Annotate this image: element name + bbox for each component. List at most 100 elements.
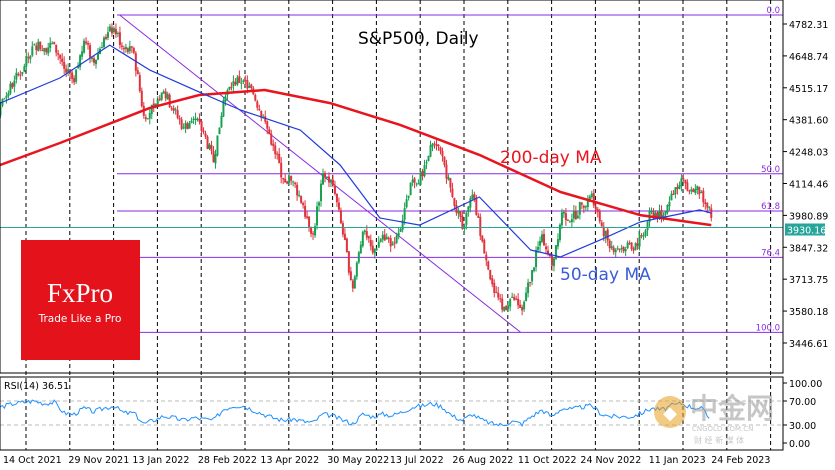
candle-body xyxy=(527,282,530,294)
candle-body xyxy=(230,86,233,88)
candle-body xyxy=(379,239,382,242)
candle-body xyxy=(511,296,514,298)
candle-body xyxy=(413,178,416,183)
fib-level-label: 61.8 xyxy=(761,202,780,212)
candle-body xyxy=(325,176,328,178)
candle-body xyxy=(240,82,243,84)
candle-body xyxy=(208,144,211,149)
candle-body xyxy=(61,58,64,62)
candle-body xyxy=(132,48,135,53)
candle-body xyxy=(236,77,239,85)
candle-body xyxy=(280,162,283,178)
candle-body xyxy=(435,144,438,146)
fxpro-logo: FxPro Trade Like a Pro xyxy=(21,240,140,360)
candle-body xyxy=(310,227,313,234)
candle-body xyxy=(232,81,235,87)
candle-body xyxy=(425,162,428,164)
candle-body xyxy=(427,155,430,162)
candle-body xyxy=(441,150,444,157)
candle-body xyxy=(495,291,498,293)
candle-body xyxy=(537,246,540,250)
candle-body xyxy=(509,299,512,307)
candle-body xyxy=(156,99,159,105)
candle-body xyxy=(300,196,303,203)
candle-body xyxy=(27,57,30,59)
candle-body xyxy=(535,250,538,268)
candle-body xyxy=(545,246,548,250)
price-tick-label: 3446.61 xyxy=(789,339,828,350)
candle-body xyxy=(606,229,609,241)
candle-body xyxy=(63,61,66,69)
candle-body xyxy=(397,232,400,236)
candle-body xyxy=(513,297,516,300)
candle-body xyxy=(403,208,406,220)
candle-body xyxy=(531,270,534,282)
candle-body xyxy=(55,44,58,53)
candle-body xyxy=(114,28,117,35)
candle-body xyxy=(552,258,555,267)
candle-body xyxy=(242,80,245,83)
candle-body xyxy=(59,54,62,59)
candle-body xyxy=(461,215,464,229)
candle-body xyxy=(272,143,275,146)
price-tick-label: 4782.31 xyxy=(789,20,828,31)
candle-body xyxy=(122,47,125,50)
candle-body xyxy=(144,117,147,120)
candle-body xyxy=(97,53,100,60)
candle-body xyxy=(447,177,450,180)
candle-body xyxy=(588,196,591,201)
candle-body xyxy=(331,179,334,185)
candle-body xyxy=(238,76,241,83)
candle-body xyxy=(91,57,94,60)
candle-body xyxy=(244,80,247,82)
candle-body xyxy=(19,74,22,76)
price-axis: 4782.31 4648.74 4515.17 4381.60 4248.03 4114.… xyxy=(0,20,828,350)
candle-body xyxy=(168,94,171,108)
candle-body xyxy=(17,74,20,76)
candle-body xyxy=(501,298,504,310)
candle-body xyxy=(345,238,348,253)
candle-body xyxy=(212,151,215,163)
candle-body xyxy=(471,194,474,199)
date-tick-label: 24 Feb 2023 xyxy=(711,455,770,466)
price-tick-label: 4114.46 xyxy=(789,179,828,190)
candle-body xyxy=(73,78,76,83)
candle-body xyxy=(75,69,78,82)
candle-body xyxy=(228,86,231,90)
candle-body xyxy=(33,44,36,46)
candle-body xyxy=(220,115,223,128)
candle-body xyxy=(445,164,448,179)
price-tick-label: 3980.89 xyxy=(789,211,828,222)
candle-body xyxy=(353,276,356,289)
candle-body xyxy=(11,83,14,88)
candle-body xyxy=(188,122,191,129)
candle-body xyxy=(517,298,520,306)
candle-body xyxy=(499,298,502,300)
candle-body xyxy=(702,190,705,203)
candle-body xyxy=(612,247,615,252)
candle-body xyxy=(7,93,10,97)
candle-body xyxy=(419,172,422,185)
candle-body xyxy=(610,246,613,249)
date-tick-label: 11 Oct 2022 xyxy=(518,455,577,466)
candle-body xyxy=(459,210,462,217)
rsi-tick-label: 100.00 xyxy=(789,379,822,390)
candle-body xyxy=(67,69,70,73)
candle-body xyxy=(363,230,366,232)
date-tick-label: 11 Jan 2023 xyxy=(649,455,706,466)
candle-body xyxy=(519,304,522,308)
candle-body xyxy=(686,182,689,191)
candle-body xyxy=(365,231,368,238)
candle-body xyxy=(126,48,129,52)
candle-body xyxy=(343,233,346,240)
candle-body xyxy=(630,242,633,250)
candle-body xyxy=(491,278,494,285)
candle-body xyxy=(672,193,675,195)
price-tick-label: 4381.60 xyxy=(789,116,828,127)
candle-body xyxy=(377,241,380,248)
candle-body xyxy=(337,202,340,210)
candle-body xyxy=(329,179,332,182)
candle-body xyxy=(288,176,291,183)
candle-body xyxy=(638,235,641,247)
candle-body xyxy=(457,210,460,214)
